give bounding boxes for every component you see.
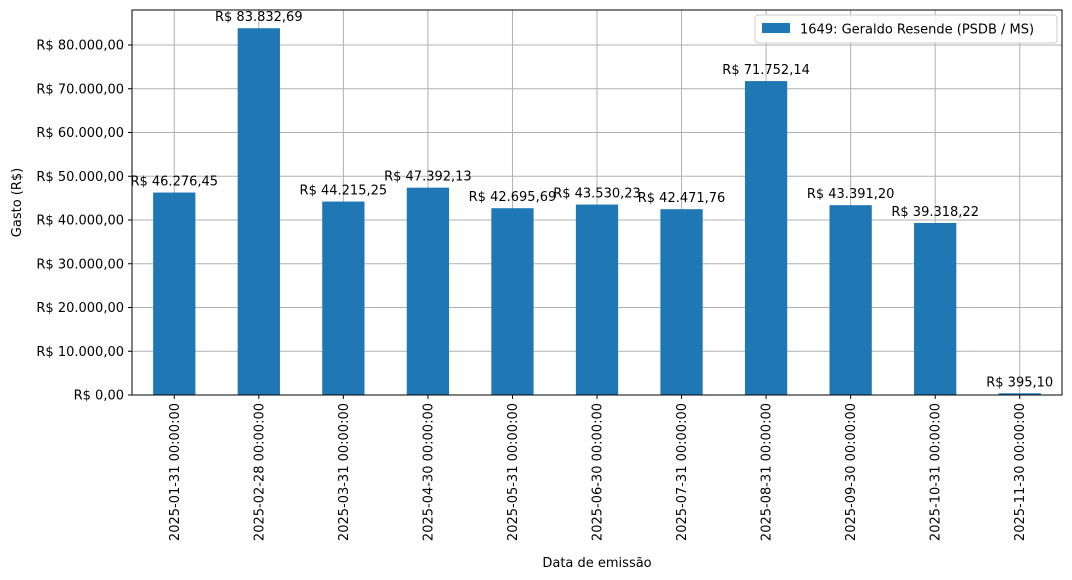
bar-value-label: R$ 83.832,69: [215, 10, 303, 25]
bar: [153, 192, 196, 395]
bar: [829, 205, 872, 395]
bar: [575, 204, 619, 395]
x-tick-label: 2025-09-30 00:00:00: [844, 403, 859, 541]
y-tick-label: R$ 30.000,00: [36, 257, 124, 272]
x-axis-ticks: 2025-01-31 00:00:00 2025-02-28 00:00:00 20…: [168, 395, 1028, 541]
bar-value-label: R$ 42.471,76: [638, 191, 726, 206]
y-axis-label: Gasto (R$): [10, 168, 25, 237]
x-tick-label: 2025-05-31 00:00:00: [506, 403, 521, 541]
y-tick-label: R$ 40.000,00: [36, 214, 124, 229]
bar: [322, 201, 365, 395]
y-tick-label: R$ 20.000,00: [36, 301, 124, 316]
y-tick-label: R$ 70.000,00: [36, 82, 124, 97]
bar: [237, 28, 280, 395]
y-tick-label: R$ 10.000,00: [36, 345, 124, 360]
bar-value-label: R$ 47.392,13: [384, 170, 472, 185]
x-tick-label: 2025-11-30 00:00:00: [1013, 403, 1028, 541]
bar: [744, 81, 788, 396]
y-tick-label: R$ 50.000,00: [36, 170, 124, 185]
y-tick-label: R$ 60.000,00: [36, 126, 124, 141]
x-tick-label: 2025-06-30 00:00:00: [591, 403, 606, 541]
legend: 1649: Geraldo Resende (PSDB / MS): [754, 14, 1058, 44]
x-tick-label: 2025-02-28 00:00:00: [252, 403, 267, 541]
bar-value-label: R$ 46.276,45: [130, 175, 218, 190]
bar-value-label: R$ 43.530,23: [553, 187, 641, 202]
bars: [153, 28, 1041, 396]
bar: [660, 209, 703, 395]
x-tick-label: 2025-03-31 00:00:00: [337, 403, 352, 541]
bar: [491, 208, 534, 395]
x-tick-label: 2025-10-31 00:00:00: [929, 403, 944, 541]
legend-swatch: [762, 23, 790, 33]
x-tick-label: 2025-08-31 00:00:00: [760, 403, 775, 541]
x-tick-label: 2025-04-30 00:00:00: [421, 403, 436, 541]
x-tick-label: 2025-07-31 00:00:00: [675, 403, 690, 541]
bar: [914, 222, 957, 395]
bar: [998, 393, 1041, 395]
x-axis-label: Data de emissão: [542, 556, 651, 571]
bar-value-label: R$ 43.391,20: [807, 187, 895, 202]
bar-value-label: R$ 395,10: [986, 375, 1053, 390]
x-tick-label: 2025-01-31 00:00:00: [168, 403, 183, 541]
legend-entry: 1649: Geraldo Resende (PSDB / MS): [800, 23, 1034, 38]
bar: [406, 187, 450, 395]
bar-value-label: R$ 39.318,22: [891, 205, 979, 220]
y-tick-label: R$ 0,00: [74, 389, 124, 404]
data-labels: R$ 46.276,45R$ 83.832,69R$ 44.215,25R$ 4…: [130, 10, 1053, 390]
legend-box: [754, 14, 1058, 44]
y-axis-ticks: R$ 0,00 R$ 10.000,00 R$ 20.000,00 R$ 30.000…: [36, 39, 132, 404]
y-tick-label: R$ 80.000,00: [36, 39, 124, 54]
bar-value-label: R$ 71.752,14: [722, 63, 810, 78]
bar-value-label: R$ 42.695,69: [469, 190, 557, 205]
bar-value-label: R$ 44.215,25: [300, 184, 388, 199]
